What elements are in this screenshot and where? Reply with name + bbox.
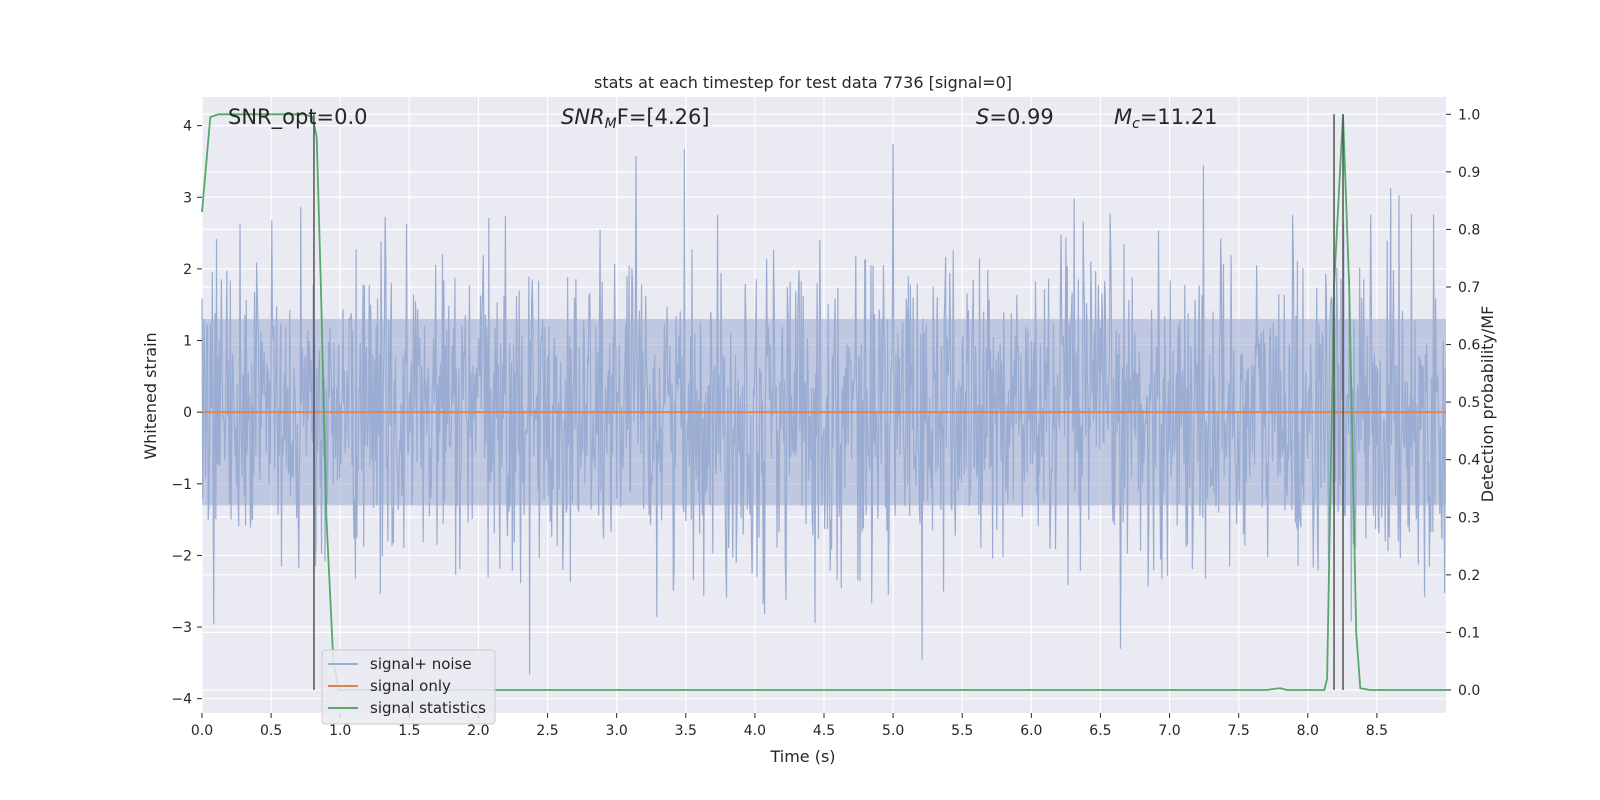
y-tick-label-right: 0.9 — [1458, 165, 1480, 181]
snr-opt-annotation: SNR_opt=0.0 — [228, 105, 368, 130]
x-tick-label: 4.5 — [813, 723, 835, 739]
x-tick-label: 7.5 — [1228, 723, 1250, 739]
legend-label-signal-statistics: signal statistics — [370, 699, 486, 717]
y-tick-label-right: 0.2 — [1458, 568, 1480, 584]
legend-box — [321, 649, 496, 725]
x-tick-label: 4.0 — [744, 723, 766, 739]
signal-statistics-line — [201, 113, 1446, 691]
x-tick-label: 1.0 — [329, 723, 351, 739]
x-axis-label: Time (s) — [769, 747, 835, 766]
x-tick-label: 5.5 — [951, 723, 973, 739]
signal-noise-line — [201, 143, 1447, 675]
y-tick-label: 4 — [183, 119, 192, 135]
x-tick-label: 7.0 — [1158, 723, 1180, 739]
snr-mf-annotation: SNRMF=[4.26] — [561, 105, 710, 132]
y-tick-label-right: 1.0 — [1458, 107, 1480, 123]
snr-mf-symbol: SNR — [561, 105, 605, 129]
x-tick-label: 6.0 — [1020, 723, 1042, 739]
y-tick-label: 1 — [183, 334, 192, 350]
y-ticks-right: 0.0 0.1 0.2 0.3 0.4 0.5 0.6 0.7 0.8 0.9 1.0 — [1446, 107, 1480, 699]
y-tick-label: 0 — [183, 405, 192, 421]
legend-label-signal-only: signal only — [370, 677, 451, 695]
y-tick-label: 2 — [183, 262, 192, 278]
legend-label-signal-noise: signal+ noise — [370, 655, 472, 673]
y-axis-label-right: Detection probability/MF — [1478, 306, 1497, 503]
x-tick-label: 1.5 — [398, 723, 420, 739]
chart-title: stats at each timestep for test data 773… — [594, 73, 1012, 92]
y-tick-label-right: 0.7 — [1458, 280, 1480, 296]
y-tick-label-right: 0.3 — [1458, 510, 1480, 526]
y-tick-label-right: 0.8 — [1458, 222, 1480, 238]
y-tick-label-right: 0.0 — [1458, 683, 1480, 699]
y-tick-label-right: 0.5 — [1458, 395, 1480, 411]
x-tick-label: 0.5 — [260, 723, 282, 739]
y-tick-label: −1 — [171, 477, 192, 493]
x-tick-label: 0.0 — [191, 723, 213, 739]
x-ticks: 0.0 0.5 1.0 1.5 2.0 2.5 3.0 3.5 4.0 4.5 5.0 5.5 6.0 6… — [191, 713, 1388, 739]
x-tick-label: 2.5 — [536, 723, 558, 739]
x-tick-label: 8.0 — [1297, 723, 1319, 739]
mc-annotation: Mc=11.21 — [1114, 105, 1218, 132]
x-tick-label: 5.0 — [882, 723, 904, 739]
mc-symbol: M — [1114, 105, 1132, 129]
mc-value: =11.21 — [1140, 105, 1218, 129]
vertical-markers — [313, 114, 1344, 690]
y-tick-label: −2 — [171, 548, 192, 564]
y-axis-label: Whitened strain — [141, 332, 160, 459]
x-tick-label: 3.0 — [606, 723, 628, 739]
y-tick-label-right: 0.1 — [1458, 625, 1480, 641]
legend: signal+ noise signal only signal statist… — [321, 649, 496, 725]
x-tick-label: 3.5 — [675, 723, 697, 739]
x-tick-label: 6.5 — [1089, 723, 1111, 739]
x-tick-label: 8.5 — [1366, 723, 1388, 739]
s-annotation: S=0.99 — [976, 105, 1054, 129]
s-symbol: S — [976, 105, 989, 129]
y-tick-label: −3 — [171, 620, 192, 636]
y-tick-label: −4 — [171, 692, 192, 708]
y-tick-label-right: 0.4 — [1458, 453, 1480, 469]
y-ticks-left: −4 −3 −2 −1 0 1 2 3 4 — [171, 119, 202, 708]
snr-mf-subscript: M — [605, 116, 617, 132]
y-tick-label-right: 0.6 — [1458, 338, 1480, 354]
snr-mf-value: F=[4.26] — [617, 105, 710, 129]
x-tick-label: 2.0 — [467, 723, 489, 739]
s-value: =0.99 — [989, 105, 1053, 129]
y-tick-label: 3 — [183, 190, 192, 206]
series-lines — [201, 113, 1446, 691]
mc-subscript: c — [1132, 116, 1140, 132]
